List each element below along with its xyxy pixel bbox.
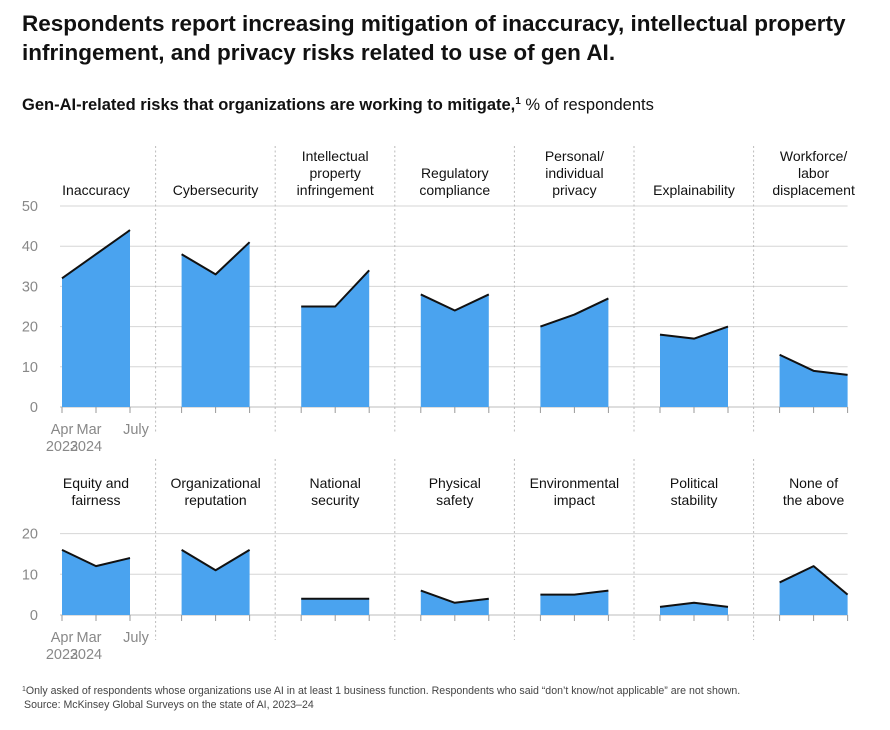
panel-label: fairness — [71, 492, 120, 508]
panel-label: individual — [545, 165, 603, 181]
panel-label: infringement — [297, 182, 374, 198]
chart-title: Respondents report increasing mitigation… — [22, 11, 846, 65]
x-tick-label: Apr — [51, 422, 74, 438]
x-tick-label: 2023 — [46, 439, 78, 455]
x-tick-label: 2024 — [70, 439, 102, 455]
panel-label: Equity and — [63, 475, 129, 491]
panel-label: Explainability — [653, 182, 735, 198]
area-fill — [660, 602, 728, 615]
panel-label: Physical — [429, 475, 481, 491]
series-line — [301, 269, 370, 308]
area-fill — [181, 549, 250, 615]
panel-label: stability — [671, 492, 718, 508]
series-line — [659, 601, 729, 608]
series-line — [61, 548, 131, 568]
panel-label: compliance — [419, 182, 490, 198]
series-line — [540, 297, 609, 328]
panel-label: Personal/ — [545, 148, 604, 164]
area-fill — [779, 354, 848, 407]
panel-label: National — [310, 475, 361, 491]
panel-label: impact — [554, 492, 595, 508]
panel-label: Environmental — [530, 475, 620, 491]
panel-cybersecurity: Cybersecurity — [173, 182, 259, 413]
y-tick-label: 10 — [22, 360, 38, 376]
area-fill — [62, 549, 130, 615]
x-tick-label: July — [123, 422, 150, 438]
x-tick-label: Mar — [77, 630, 102, 646]
panel-label: displacement — [772, 182, 855, 198]
series-line — [659, 325, 729, 340]
series-line — [540, 589, 609, 596]
area-fill — [301, 270, 370, 407]
subtitle-footnote-mark: 1 — [515, 96, 521, 107]
series-line — [779, 565, 849, 596]
footnote: 1Only asked of respondents whose organiz… — [22, 683, 872, 712]
panel-explainability: Explainability — [653, 182, 735, 413]
y-tick-label: 20 — [22, 527, 38, 543]
area-fill — [660, 326, 728, 407]
small-multiples-chart: 0 10 20 30 40 50 Inaccuracy Cybersecurity Intell… — [22, 146, 855, 663]
footnote-text: Only asked of respondents whose organiza… — [25, 685, 741, 697]
panel-label: Inaccuracy — [62, 182, 130, 198]
series-line — [181, 241, 251, 276]
panel-label: Regulatory — [421, 165, 489, 181]
footnote-mark: 1 — [22, 686, 26, 693]
x-tick-label: 2023 — [46, 647, 78, 663]
area-fill — [779, 566, 848, 615]
y-tick-label: 20 — [22, 320, 38, 336]
series-line — [420, 293, 490, 312]
area-fill — [62, 230, 130, 407]
panel-inaccuracy: Inaccuracy — [61, 182, 131, 413]
panel-label: Political — [670, 475, 718, 491]
series-line — [181, 549, 251, 572]
area-fill — [420, 294, 489, 407]
panel-label: security — [311, 492, 359, 508]
x-tick-label: Mar — [77, 422, 102, 438]
panel-label: Organizational — [170, 475, 260, 491]
area-fill — [540, 590, 609, 615]
panel-label: the above — [783, 492, 845, 508]
panel-label: Cybersecurity — [173, 182, 259, 198]
subtitle-bold: Gen-AI-related risks that organizations … — [22, 96, 516, 114]
y-tick-label: 50 — [22, 199, 38, 215]
x-tick-label: 2024 — [70, 647, 102, 663]
panel-label: safety — [436, 492, 473, 508]
panel-label: property — [310, 165, 361, 181]
y-tick-label: 10 — [22, 567, 38, 583]
panel-label: privacy — [552, 182, 596, 198]
area-fill — [301, 598, 370, 615]
panel-label: None of — [789, 475, 838, 491]
panel-label: labor — [798, 165, 829, 181]
area-fill — [181, 242, 250, 407]
area-fill — [540, 298, 609, 407]
x-tick-label: Apr — [51, 630, 74, 646]
panel-label: reputation — [184, 492, 246, 508]
subtitle-unit: % of respondents — [520, 96, 654, 114]
x-tick-label: July — [123, 630, 150, 646]
series-line — [779, 353, 848, 376]
y-tick-label: 40 — [22, 239, 38, 255]
y-tick-label: 30 — [22, 279, 38, 295]
source-note: Source: McKinsey Global Surveys on the s… — [24, 699, 314, 711]
y-tick-label: 0 — [30, 608, 38, 624]
series-line — [61, 229, 131, 280]
chart-subtitle: Gen-AI-related risks that organizations … — [22, 91, 872, 116]
panel-label: Intellectual — [302, 148, 369, 164]
y-tick-label: 0 — [30, 400, 38, 416]
panel-label: Workforce/ — [780, 148, 848, 164]
series-line — [420, 589, 489, 604]
